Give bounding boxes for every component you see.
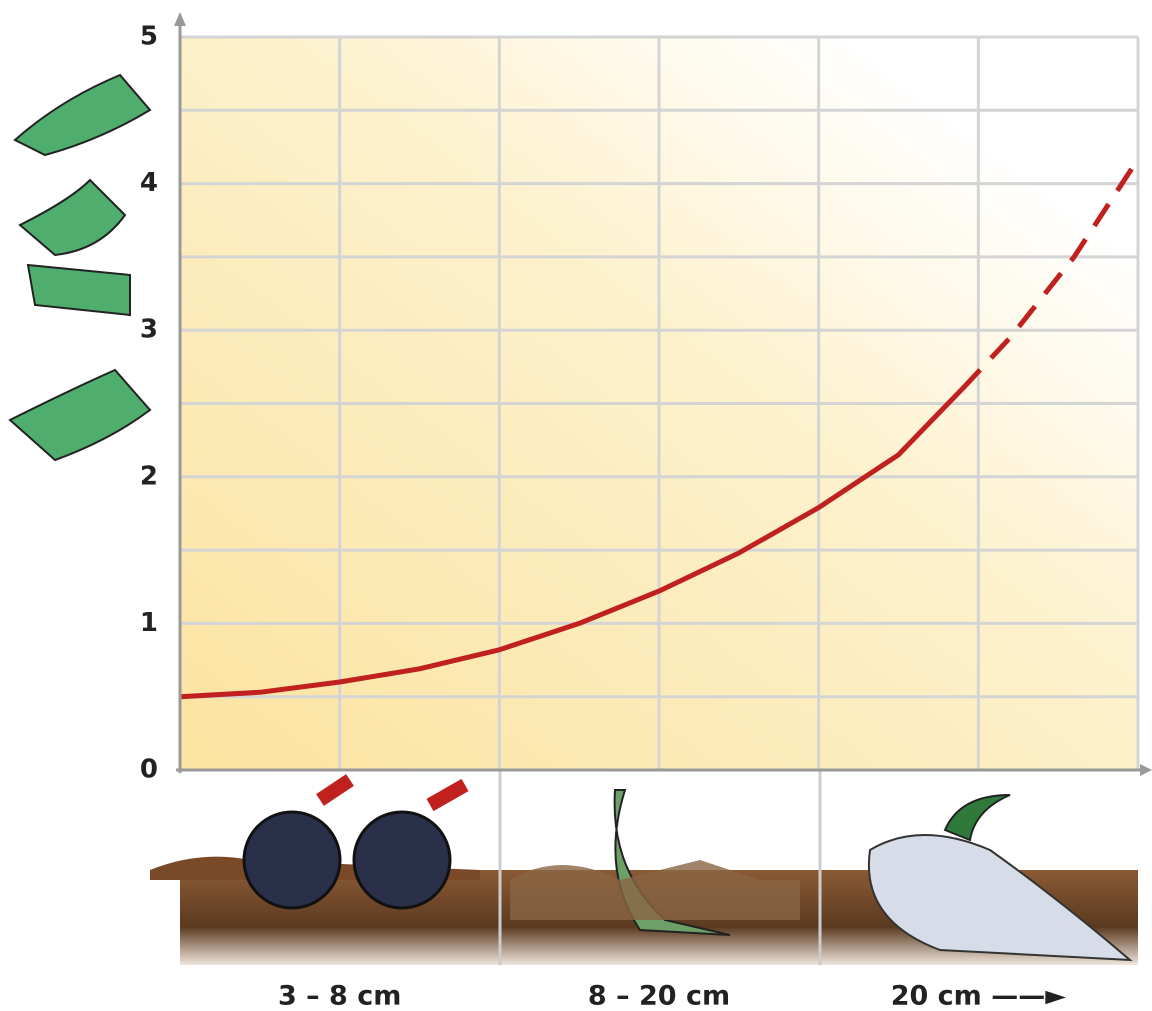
- disc-arm: [316, 774, 354, 806]
- y-axis-arrow: [174, 12, 186, 26]
- y-tick-label: 4: [140, 168, 158, 198]
- plough-blade: [943, 794, 1011, 842]
- grid: [178, 35, 1140, 772]
- x-axis-arrow: [1140, 764, 1152, 776]
- dashed-line: [960, 167, 1134, 391]
- y-tick-label: 0: [140, 755, 158, 785]
- y-tick-label: 3: [140, 315, 158, 345]
- bill: [13, 73, 152, 157]
- line: [179, 387, 965, 700]
- x-category-label: 20 cm ——►: [891, 981, 1067, 1011]
- bill: [18, 178, 127, 257]
- disc: [242, 810, 342, 910]
- bill: [8, 368, 152, 462]
- bill: [26, 263, 131, 317]
- plough: [867, 834, 1133, 962]
- x-category-label: 8 – 20 cm: [588, 981, 730, 1011]
- curve-layer: [179, 167, 1134, 700]
- money: [8, 73, 152, 462]
- disc-arm: [426, 778, 469, 812]
- soil-clods: [510, 860, 800, 920]
- x-category-label: 3 – 8 cm: [278, 981, 401, 1011]
- illustrations: [8, 73, 1138, 965]
- y-tick-label: 5: [140, 22, 158, 52]
- y-tick-label: 2: [140, 461, 158, 491]
- y-tick-label: 1: [140, 608, 158, 638]
- disc: [352, 810, 452, 910]
